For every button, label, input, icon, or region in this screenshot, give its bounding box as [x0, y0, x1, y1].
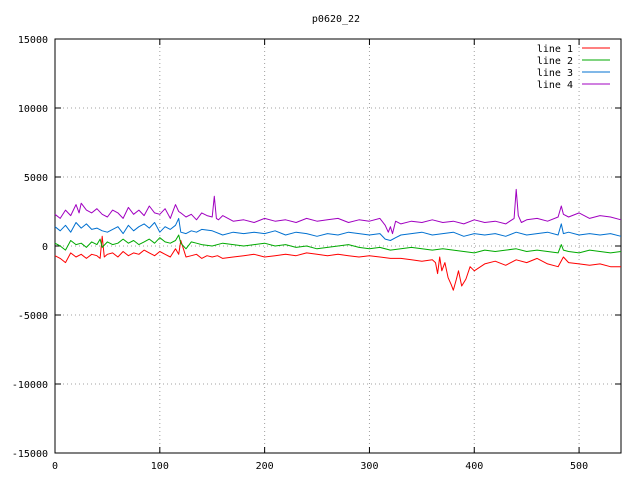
y-tick-label: -10000 [12, 380, 48, 391]
y-tick-label: 10000 [18, 104, 48, 115]
axis-ticks: 0 100 200 300 400 500 -15000 -10000 -5000 0 5000 10… [12, 35, 621, 472]
series-lines [54, 188, 622, 291]
x-tick-label: 300 [360, 461, 378, 472]
x-tick-label: 0 [52, 461, 58, 472]
y-tick-label: 0 [42, 242, 48, 253]
y-tick-label: -5000 [18, 311, 48, 322]
legend-label-1: line 1 [537, 44, 573, 55]
grid-lines [55, 39, 621, 453]
x-tick-label: 200 [256, 461, 274, 472]
series-line-2 [54, 234, 622, 254]
x-tick-label: 100 [151, 461, 169, 472]
legend-label-3: line 3 [537, 68, 573, 79]
y-tick-label: 15000 [18, 35, 48, 46]
y-tick-label: -15000 [12, 449, 48, 460]
series-line-1 [54, 235, 621, 291]
series-line-3 [54, 217, 622, 241]
legend-label-4: line 4 [537, 80, 573, 91]
y-tick-label: 5000 [24, 173, 48, 184]
chart-title: p0620_22 [312, 14, 360, 25]
legend-label-2: line 2 [537, 56, 573, 67]
series-line-4 [54, 188, 622, 235]
x-tick-label: 400 [465, 461, 483, 472]
x-tick-label: 500 [570, 461, 588, 472]
